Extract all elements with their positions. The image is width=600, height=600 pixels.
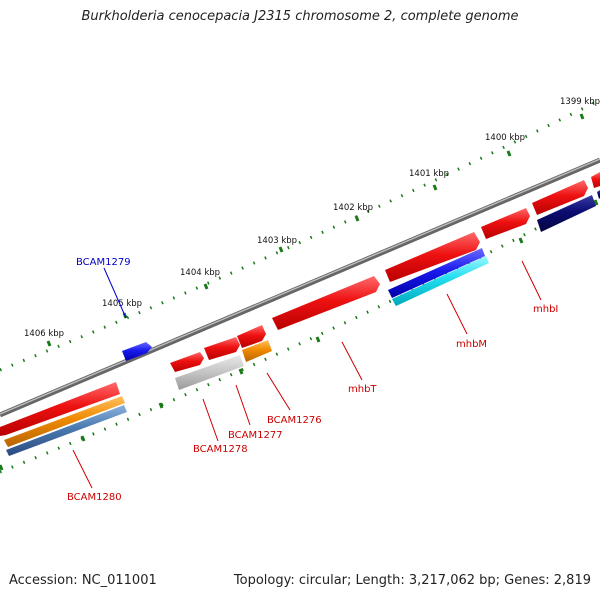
major-tick xyxy=(46,340,52,347)
major-tick xyxy=(315,336,321,343)
major-tick xyxy=(278,246,284,253)
major-ticks-inner xyxy=(0,199,599,471)
major-tick xyxy=(80,435,86,442)
genome-backbone-highlight xyxy=(0,158,600,415)
gene-mhbI[interactable] xyxy=(481,208,530,239)
leader-BCAM1279 xyxy=(103,267,127,319)
gene-label-BCAM1278[interactable]: BCAM1278 xyxy=(193,444,248,455)
scale-label-1405: 1405 kbp xyxy=(102,299,142,309)
genome-summary-text: Topology: circular; Length: 3,217,062 bp… xyxy=(233,573,591,588)
leader-BCAM1277 xyxy=(235,384,251,426)
scale-label-1403: 1403 kbp xyxy=(257,236,297,246)
major-tick xyxy=(354,215,360,222)
gene-BCAM1278[interactable] xyxy=(170,352,204,372)
major-tick xyxy=(238,368,244,375)
major-tick xyxy=(0,464,4,471)
scale-labels: 1399 kbp 1400 kbp 1401 kbp 1402 kbp 1403… xyxy=(24,97,600,339)
gene-features xyxy=(0,172,600,456)
scale-label-1400: 1400 kbp xyxy=(485,133,525,143)
genome-backbone xyxy=(0,157,600,418)
gene-BCAM1276[interactable] xyxy=(237,325,266,348)
gene-unlabeled-2[interactable] xyxy=(537,195,596,232)
gene-label-mhbM[interactable]: mhbM xyxy=(456,339,487,350)
leader-mhbM xyxy=(446,293,468,335)
gene-label-mhbT[interactable]: mhbT xyxy=(348,384,377,395)
major-tick xyxy=(518,237,524,244)
leader-mhbT xyxy=(341,341,363,381)
gene-BCAM1279[interactable] xyxy=(122,342,152,361)
major-tick xyxy=(203,283,209,290)
gene-BCAM1280-orange[interactable] xyxy=(4,396,125,447)
scale-label-1402: 1402 kbp xyxy=(333,203,373,213)
gene-label-BCAM1279[interactable]: BCAM1279 xyxy=(76,257,131,268)
gene-BCAM1280[interactable] xyxy=(0,382,120,436)
gene-unlabeled-3[interactable] xyxy=(591,172,600,188)
scale-label-1406: 1406 kbp xyxy=(24,329,64,339)
gene-label-BCAM1280[interactable]: BCAM1280 xyxy=(67,492,122,503)
gene-mhbM-blue[interactable] xyxy=(388,248,485,298)
gene-BCAM1277[interactable] xyxy=(204,337,240,360)
gene-leader-lines xyxy=(72,260,542,489)
leader-BCAM1278 xyxy=(202,398,219,442)
gene-mhbM-cyan[interactable] xyxy=(392,256,489,306)
gene-mhbM[interactable] xyxy=(385,232,480,282)
scale-label-1401: 1401 kbp xyxy=(409,169,449,179)
genome-title: Burkholderia cenocepacia J2315 chromosom… xyxy=(81,9,519,24)
gene-mhbT[interactable] xyxy=(272,276,380,330)
major-tick xyxy=(506,150,512,157)
major-tick xyxy=(158,402,164,409)
outer-scale-track xyxy=(0,98,600,372)
inner-scale-track xyxy=(0,193,600,474)
gene-BCAM1277-orange[interactable] xyxy=(242,340,272,362)
gene-BCAM1278-grey[interactable] xyxy=(175,355,244,390)
scale-label-1404: 1404 kbp xyxy=(180,268,220,278)
accession-text: Accession: NC_011001 xyxy=(9,573,157,588)
major-tick xyxy=(579,113,585,120)
gene-BCAM1280-steel[interactable] xyxy=(6,405,127,456)
gene-unlabeled-1[interactable] xyxy=(532,180,588,215)
leader-BCAM1276 xyxy=(266,372,291,411)
gene-label-BCAM1276[interactable]: BCAM1276 xyxy=(267,415,322,426)
leader-BCAM1280 xyxy=(72,449,93,489)
gene-unlabeled-4[interactable] xyxy=(597,190,600,199)
gene-label-mhbI[interactable]: mhbI xyxy=(533,304,558,315)
major-tick xyxy=(432,184,438,191)
leader-mhbI xyxy=(521,260,542,301)
gene-labels: BCAM1279 BCAM1280 BCAM1278 BCAM1277 BCAM… xyxy=(67,257,558,503)
scale-label-1399: 1399 kbp xyxy=(560,97,600,107)
gene-label-BCAM1277[interactable]: BCAM1277 xyxy=(228,430,283,441)
major-tick xyxy=(593,199,599,206)
